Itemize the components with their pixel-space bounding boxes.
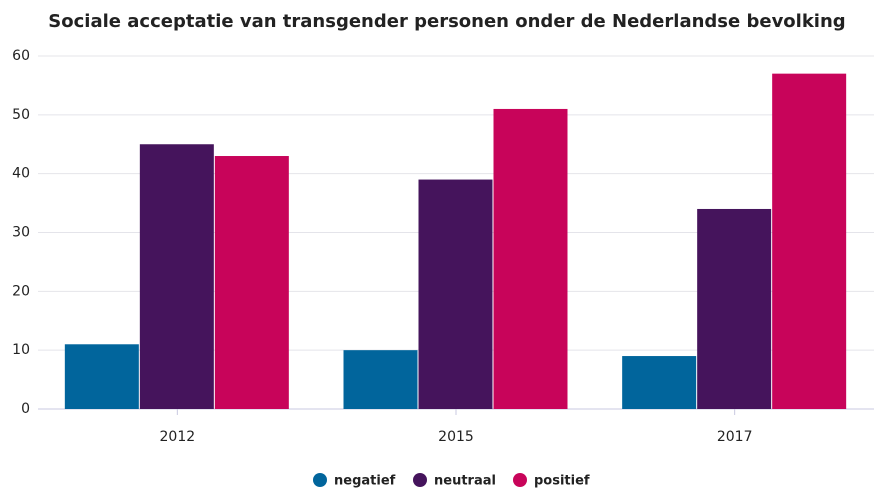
x-tick-label: 2015 <box>438 429 474 445</box>
bar <box>139 144 214 409</box>
x-tick-label: 2012 <box>160 429 196 445</box>
legend-swatch <box>513 473 527 487</box>
y-tick-label: 10 <box>12 342 30 358</box>
legend-label: positief <box>534 474 590 489</box>
x-tick-label: 2017 <box>717 429 753 445</box>
bar <box>214 156 289 409</box>
legend-swatch <box>313 473 327 487</box>
bar <box>343 350 418 409</box>
y-tick-label: 20 <box>12 283 30 299</box>
y-tick-label: 60 <box>12 48 30 64</box>
legend-swatch <box>413 473 427 487</box>
legend-label: neutraal <box>434 474 496 489</box>
bar <box>772 73 847 410</box>
y-tick-label: 0 <box>21 401 30 417</box>
bar <box>493 108 568 409</box>
chart-title: Sociale acceptatie van transgender perso… <box>48 11 845 32</box>
bar <box>622 356 697 409</box>
y-tick-label: 40 <box>12 166 30 182</box>
y-tick-label: 30 <box>12 225 30 241</box>
bar <box>64 344 139 409</box>
y-tick-label: 50 <box>12 107 30 123</box>
bar <box>418 179 493 409</box>
legend-label: negatief <box>334 474 396 489</box>
bar <box>697 208 772 409</box>
